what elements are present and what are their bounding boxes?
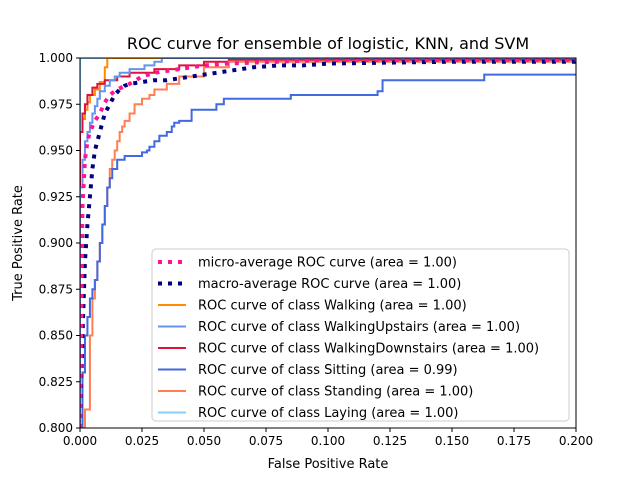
x-tick-label: 0.075	[249, 434, 283, 448]
y-axis-label: True Positive Rate	[11, 185, 26, 302]
y-tick-label: 0.925	[39, 190, 73, 204]
x-tick-label: 0.125	[373, 434, 407, 448]
y-tick-label: 0.800	[39, 421, 73, 435]
legend-label-7: ROC curve of class Laying (area = 1.00)	[198, 406, 458, 421]
x-tick-label: 0.000	[63, 434, 97, 448]
x-tick-label: 0.050	[187, 434, 221, 448]
x-tick-label: 0.175	[497, 434, 531, 448]
series-line-5	[80, 73, 576, 428]
series-layer	[80, 58, 576, 428]
x-tick-label: 0.200	[559, 434, 593, 448]
legend-label-2: ROC curve of class Walking (area = 1.00)	[198, 299, 467, 314]
y-axis: 0.800 0.825 0.850 0.875 0.900 0.925 0.950 0.975…	[39, 51, 80, 435]
y-tick-label: 0.850	[39, 329, 73, 343]
legend-label-5: ROC curve of class Sitting (area = 0.99)	[198, 363, 458, 378]
x-tick-label: 0.100	[311, 434, 345, 448]
legend-label-0: micro-average ROC curve (area = 1.00)	[198, 256, 457, 271]
x-tick-label: 0.150	[435, 434, 469, 448]
legend-label-6: ROC curve of class Standing (area = 1.00…	[198, 385, 473, 400]
legend: micro-average ROC curve (area = 1.00) mac…	[151, 248, 570, 422]
series-line-3	[80, 58, 576, 428]
legend-label-1: macro-average ROC curve (area = 1.00)	[198, 277, 461, 292]
y-tick-label: 0.950	[39, 144, 73, 158]
legend-box	[151, 248, 570, 422]
y-tick-label: 1.000	[39, 51, 73, 65]
series-line-0	[80, 58, 576, 428]
y-tick-label: 0.900	[39, 236, 73, 250]
y-tick-label: 0.875	[39, 282, 73, 296]
y-tick-label: 0.825	[39, 375, 73, 389]
y-tick-label: 0.975	[39, 97, 73, 111]
chart-title: ROC curve for ensemble of logistic, KNN,…	[127, 34, 529, 53]
series-line-1	[80, 59, 576, 428]
x-tick-label: 0.025	[125, 434, 159, 448]
x-axis: 0.000 0.025 0.050 0.075 0.100 0.125 0.150 0.175…	[63, 428, 593, 448]
legend-label-3: ROC curve of class WalkingUpstairs (area…	[198, 320, 520, 335]
legend-label-4: ROC curve of class WalkingDownstairs (ar…	[198, 342, 539, 357]
x-axis-label: False Positive Rate	[268, 457, 389, 472]
